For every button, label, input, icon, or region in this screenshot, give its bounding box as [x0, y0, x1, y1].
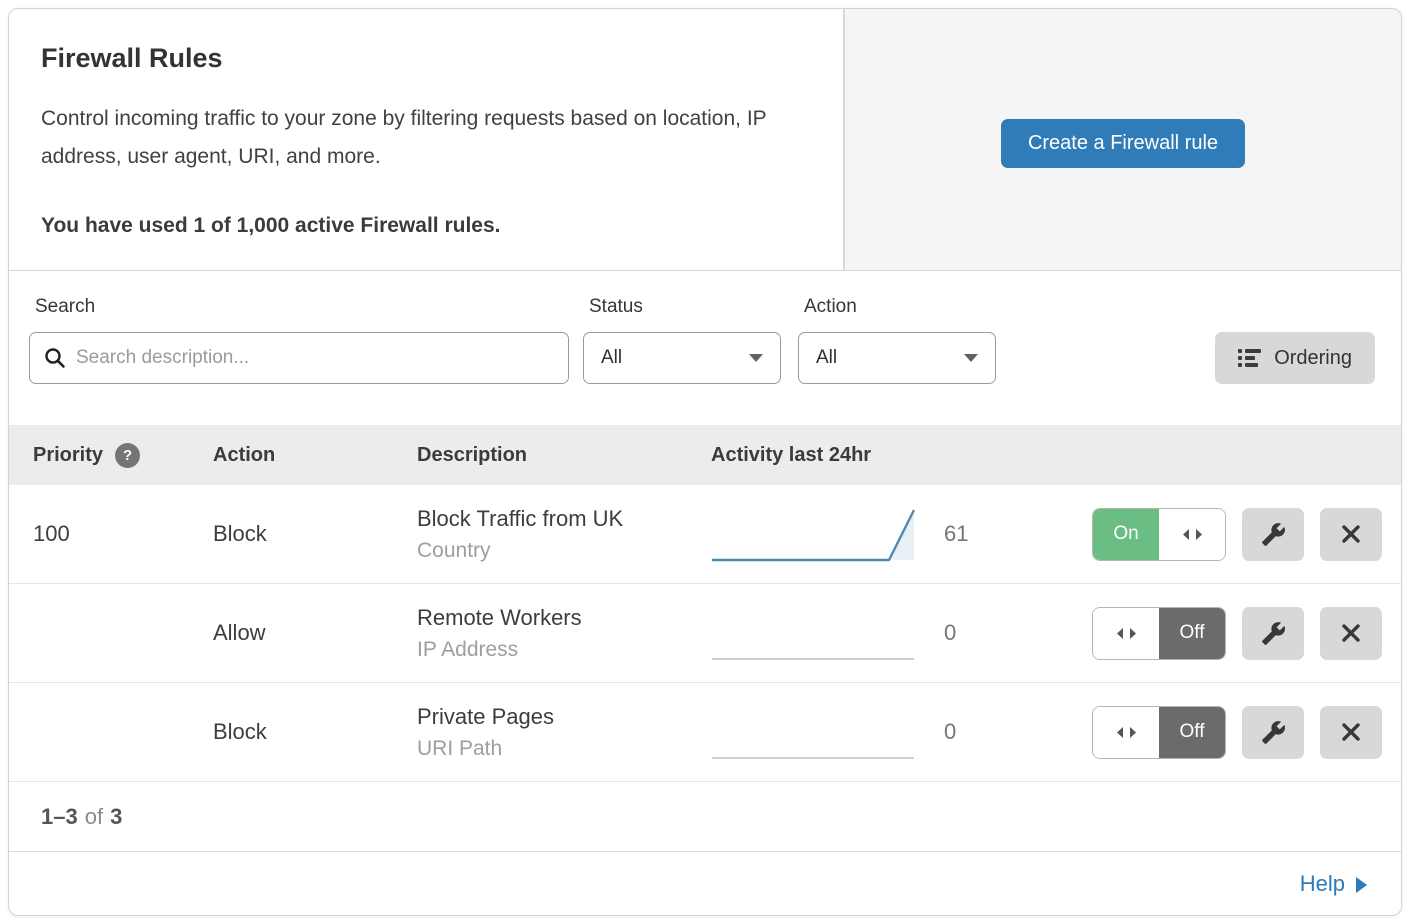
rule-description: Block Traffic from UK Country: [417, 506, 711, 563]
action-select[interactable]: All: [798, 332, 996, 384]
status-select[interactable]: All: [583, 332, 781, 384]
rule-controls: On: [1092, 507, 1401, 561]
action-label: Action: [804, 296, 857, 317]
wrench-icon: [1261, 720, 1286, 745]
activity-sparkline: [711, 498, 916, 570]
ordering-button[interactable]: Ordering: [1215, 332, 1375, 384]
column-activity: Activity last 24hr: [711, 443, 872, 466]
delete-rule-button[interactable]: [1320, 705, 1382, 759]
delete-rule-button[interactable]: [1320, 507, 1382, 561]
toggle-off-label: Off: [1159, 706, 1225, 758]
question-mark-icon[interactable]: ?: [115, 442, 141, 468]
filter-bar: Search Status All Action All: [9, 271, 1401, 425]
activity-count: 0: [944, 719, 957, 744]
edit-rule-button[interactable]: [1242, 705, 1304, 759]
search-icon: [44, 347, 66, 369]
pagination-total: 3: [110, 803, 123, 829]
drag-handle-icon: [1093, 706, 1159, 758]
chevron-down-icon: [964, 354, 978, 362]
status-label: Status: [589, 296, 643, 317]
status-filter-group: Status All: [583, 296, 781, 425]
help-link-label: Help: [1299, 870, 1345, 896]
activity-sparkline: [711, 696, 916, 768]
column-action: Action: [213, 443, 276, 466]
page-header-actions: Create a Firewall rule: [845, 9, 1401, 270]
action-select-value: All: [816, 347, 838, 368]
wrench-icon: [1261, 621, 1286, 646]
rule-description: Remote Workers IP Address: [417, 605, 711, 662]
activity-count: 61: [944, 521, 969, 546]
ordered-list-icon: [1238, 348, 1262, 368]
page-header-text: Firewall Rules Control incoming traffic …: [9, 9, 845, 270]
wrench-icon: [1261, 522, 1286, 547]
rule-enabled-toggle[interactable]: On: [1092, 507, 1226, 561]
column-description: Description: [417, 443, 528, 466]
help-bar: Help: [9, 852, 1401, 915]
table-row: Allow Remote Workers IP Address 0 Off: [9, 584, 1401, 683]
drag-handle-icon: [1159, 508, 1225, 560]
activity-count: 0: [944, 620, 957, 645]
search-input[interactable]: [76, 347, 554, 369]
edit-rule-button[interactable]: [1242, 507, 1304, 561]
rule-match-type: Country: [417, 538, 491, 562]
create-firewall-rule-button[interactable]: Create a Firewall rule: [1000, 119, 1246, 168]
table-row: 100 Block Block Traffic from UK Country …: [9, 485, 1401, 584]
rule-controls: Off: [1092, 606, 1401, 660]
search-label: Search: [35, 296, 96, 317]
rule-description-title: Private Pages: [417, 703, 554, 729]
rule-action: Block: [213, 521, 267, 546]
delete-rule-button[interactable]: [1320, 606, 1382, 660]
rule-controls: Off: [1092, 705, 1401, 759]
rule-description-title: Remote Workers: [417, 604, 582, 630]
usage-note: You have used 1 of 1,000 active Firewall…: [41, 214, 501, 237]
rule-action: Block: [213, 719, 267, 744]
page-description: Control incoming traffic to your zone by…: [41, 107, 767, 168]
pagination-of: of: [84, 803, 104, 829]
rule-enabled-toggle[interactable]: Off: [1092, 606, 1226, 660]
x-icon: [1340, 721, 1362, 743]
drag-handle-icon: [1093, 607, 1159, 659]
firewall-rules-card: Firewall Rules Control incoming traffic …: [8, 8, 1402, 916]
pagination-range: 1–3: [41, 803, 78, 829]
priority-header-label: Priority: [33, 443, 104, 466]
x-icon: [1340, 523, 1362, 545]
rule-match-type: URI Path: [417, 736, 503, 760]
arrow-right-icon: [1356, 876, 1367, 893]
search-filter-group: Search: [29, 296, 569, 425]
activity-sparkline: [711, 597, 916, 669]
column-priority: Priority ?: [9, 442, 213, 468]
table-row: Block Private Pages URI Path 0 Off: [9, 683, 1401, 782]
rule-description-title: Block Traffic from UK: [417, 505, 624, 531]
rule-match-type: IP Address: [417, 637, 519, 661]
rule-description: Private Pages URI Path: [417, 704, 711, 761]
page-title: Firewall Rules: [41, 43, 223, 73]
ordering-button-label: Ordering: [1274, 346, 1352, 369]
search-box[interactable]: [29, 332, 569, 384]
help-link[interactable]: Help: [1300, 871, 1367, 897]
toggle-on-label: On: [1093, 508, 1159, 560]
x-icon: [1340, 622, 1362, 644]
rule-priority: 100: [33, 521, 70, 546]
status-select-value: All: [601, 347, 623, 368]
toggle-off-label: Off: [1159, 607, 1225, 659]
table-header: Priority ? Action Description Activity l…: [9, 425, 1401, 485]
rule-enabled-toggle[interactable]: Off: [1092, 705, 1226, 759]
rule-action: Allow: [213, 620, 266, 645]
pagination-bar: 1–3 of 3: [9, 782, 1401, 852]
edit-rule-button[interactable]: [1242, 606, 1304, 660]
chevron-down-icon: [749, 354, 763, 362]
action-filter-group: Action All: [798, 296, 996, 425]
page-header: Firewall Rules Control incoming traffic …: [9, 9, 1401, 271]
